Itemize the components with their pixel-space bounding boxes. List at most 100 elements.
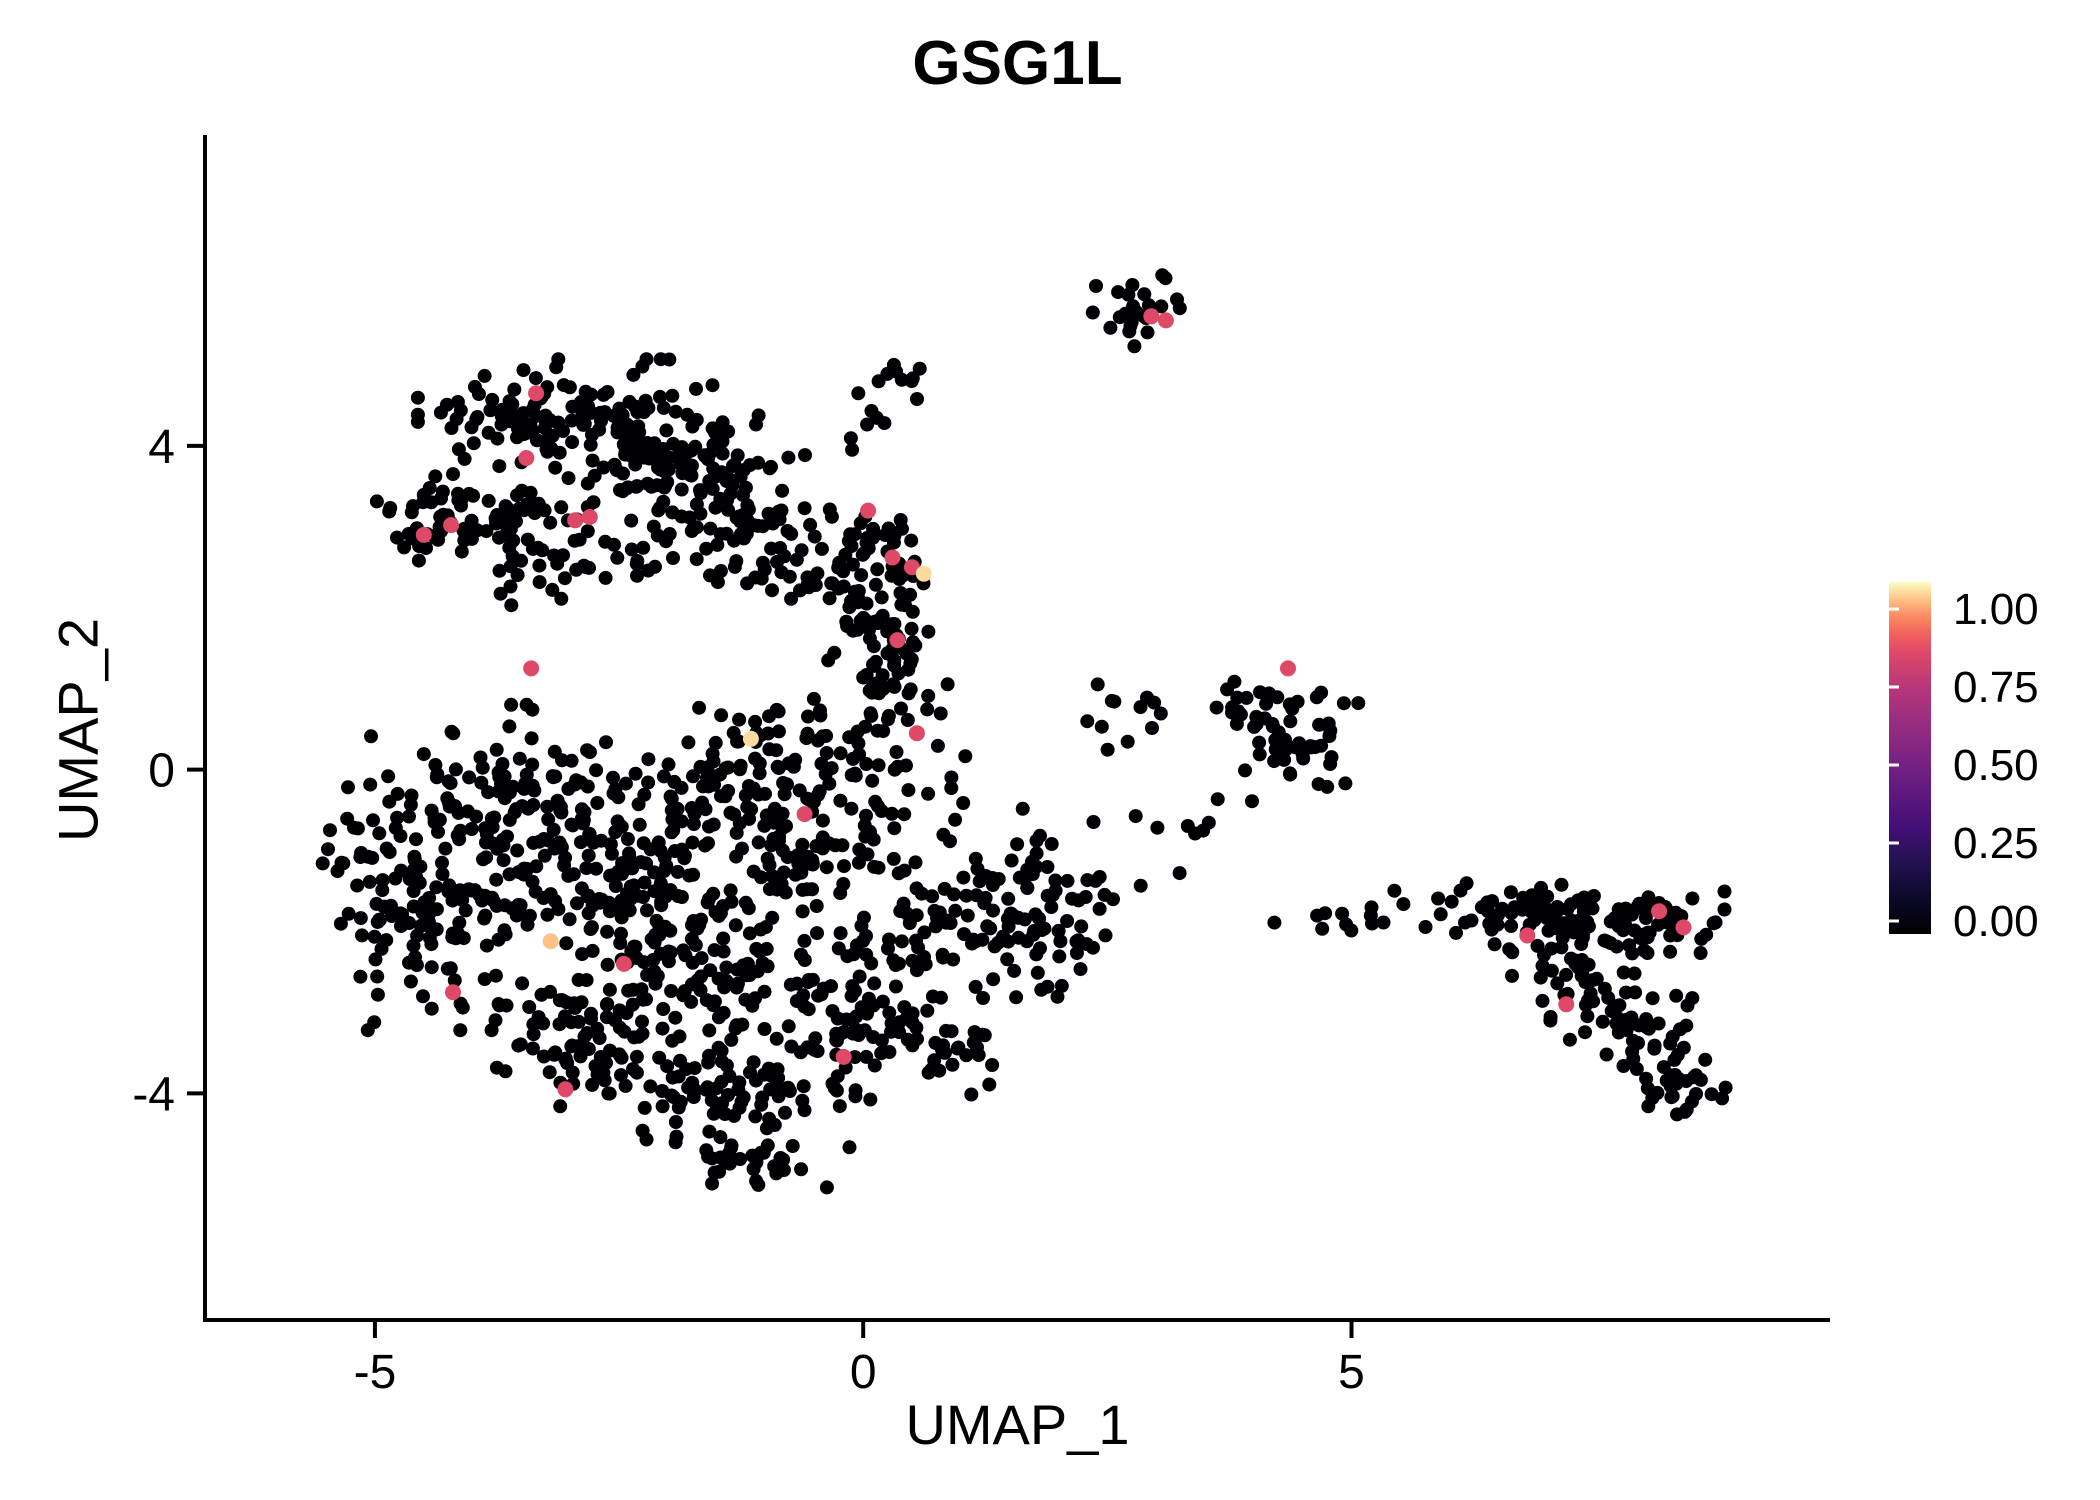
data-point [1616,1059,1631,1073]
data-point [381,769,396,784]
data-point [453,823,468,838]
data-point [894,372,909,387]
data-point [554,591,569,606]
data-point [552,993,567,1008]
data-point [705,1176,720,1191]
data-point [1704,1087,1719,1102]
highlighted-data-point [581,509,598,525]
data-point [402,872,417,886]
data-point [833,746,848,761]
data-point [797,501,812,516]
data-point [394,863,409,878]
data-point [323,823,337,838]
data-point [836,579,851,594]
data-point [1225,700,1240,715]
data-point [379,933,394,948]
data-point [1564,913,1578,928]
data-point [814,541,829,556]
data-point [1271,725,1286,740]
data-point [886,851,901,866]
data-point [1288,740,1303,755]
data-point [867,1058,882,1073]
data-point [453,403,468,418]
data-point [633,855,648,870]
data-point [409,832,423,847]
data-point [1145,721,1159,735]
data-point [819,1180,834,1195]
data-point [607,867,622,882]
data-point [660,475,675,490]
data-point [1550,976,1565,991]
data-point [1154,299,1169,314]
data-point [614,1068,628,1083]
data-point [557,858,572,873]
data-point [1050,989,1065,1004]
data-point [540,799,555,814]
data-point [882,1045,897,1059]
data-point [597,1073,612,1088]
data-point [627,1030,642,1045]
data-point [537,848,552,863]
data-point [510,488,524,503]
data-point [454,544,469,559]
data-point [687,1061,702,1076]
data-point [1685,891,1700,906]
data-point [416,989,430,1004]
data-point [764,541,779,556]
data-point [661,944,676,959]
data-point [758,786,772,801]
data-point [1630,899,1645,914]
data-point [1252,735,1267,750]
data-point [677,848,692,863]
data-point [525,778,540,793]
data-point [641,775,656,790]
data-point [455,1000,470,1015]
data-point [833,926,848,941]
data-point [810,926,824,941]
data-point [643,1079,658,1094]
data-point [629,1049,644,1064]
data-point [1054,978,1069,993]
data-point [584,387,599,402]
data-point [582,826,597,841]
data-point [1000,952,1015,967]
data-point [484,811,499,826]
data-point [844,768,859,783]
data-point [1086,815,1101,829]
data-point [888,958,903,972]
data-point [732,1100,747,1115]
data-point [794,947,808,962]
data-point [910,392,924,406]
data-point [1324,750,1339,765]
data-point [705,378,720,393]
data-point [827,1081,842,1096]
data-point [504,697,519,712]
data-point [1262,686,1277,701]
data-point [1086,940,1100,955]
data-point [866,530,880,545]
data-point [590,1021,605,1036]
data-point [927,903,942,918]
data-point [753,922,768,937]
data-point [1048,873,1063,888]
data-point [614,926,628,941]
data-point [842,1140,857,1155]
highlighted-data-point [1651,903,1668,920]
data-point [1487,937,1502,952]
data-point [733,758,748,773]
data-point [1376,915,1391,930]
data-point [1060,873,1075,888]
data-point [1034,982,1049,997]
data-point [495,757,510,771]
data-point [724,1140,739,1155]
data-point [1344,923,1359,938]
data-point [564,413,579,428]
data-point [650,528,665,543]
data-point [748,1109,763,1124]
data-point [703,568,717,583]
data-point [620,832,635,846]
data-point [1637,943,1652,958]
data-point [1303,740,1318,755]
data-point [689,497,704,512]
